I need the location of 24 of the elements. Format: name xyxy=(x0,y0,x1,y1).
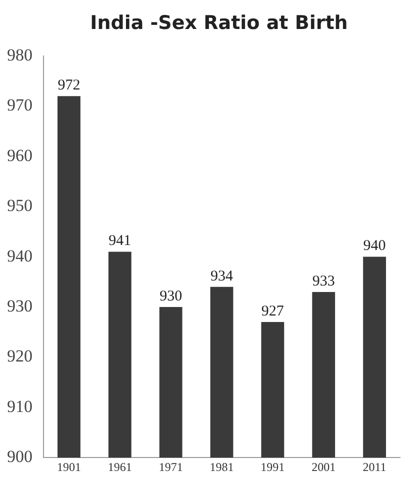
y-tick-label: 910 xyxy=(7,396,32,416)
chart-title: India -Sex Ratio at Birth xyxy=(89,12,349,34)
x-tick-label: 2011 xyxy=(362,460,386,474)
y-tick-label: 970 xyxy=(7,96,32,115)
data-label: 940 xyxy=(363,238,386,254)
y-tick-label: 940 xyxy=(7,246,32,266)
y-tick-label: 950 xyxy=(7,196,32,216)
x-tick-label: 1961 xyxy=(108,460,132,474)
data-label: 927 xyxy=(261,303,284,320)
data-label: 941 xyxy=(108,233,132,250)
y-tick-label: 920 xyxy=(7,346,32,366)
y-tick-label: 900 xyxy=(7,447,32,466)
x-tick-label: 1991 xyxy=(260,460,285,474)
data-label: 933 xyxy=(312,273,335,290)
x-tick-label: 1971 xyxy=(158,460,183,474)
y-tick-label: 930 xyxy=(7,296,32,316)
y-tick-label: 960 xyxy=(7,146,32,165)
data-label: 972 xyxy=(58,78,80,94)
x-tick-label: 2001 xyxy=(312,460,336,474)
data-label: 930 xyxy=(160,288,182,304)
data-label: 934 xyxy=(210,268,234,284)
x-tick-label: 1901 xyxy=(56,460,81,474)
y-tick-label: 980 xyxy=(7,45,32,64)
x-tick-label: 1981 xyxy=(210,460,234,474)
